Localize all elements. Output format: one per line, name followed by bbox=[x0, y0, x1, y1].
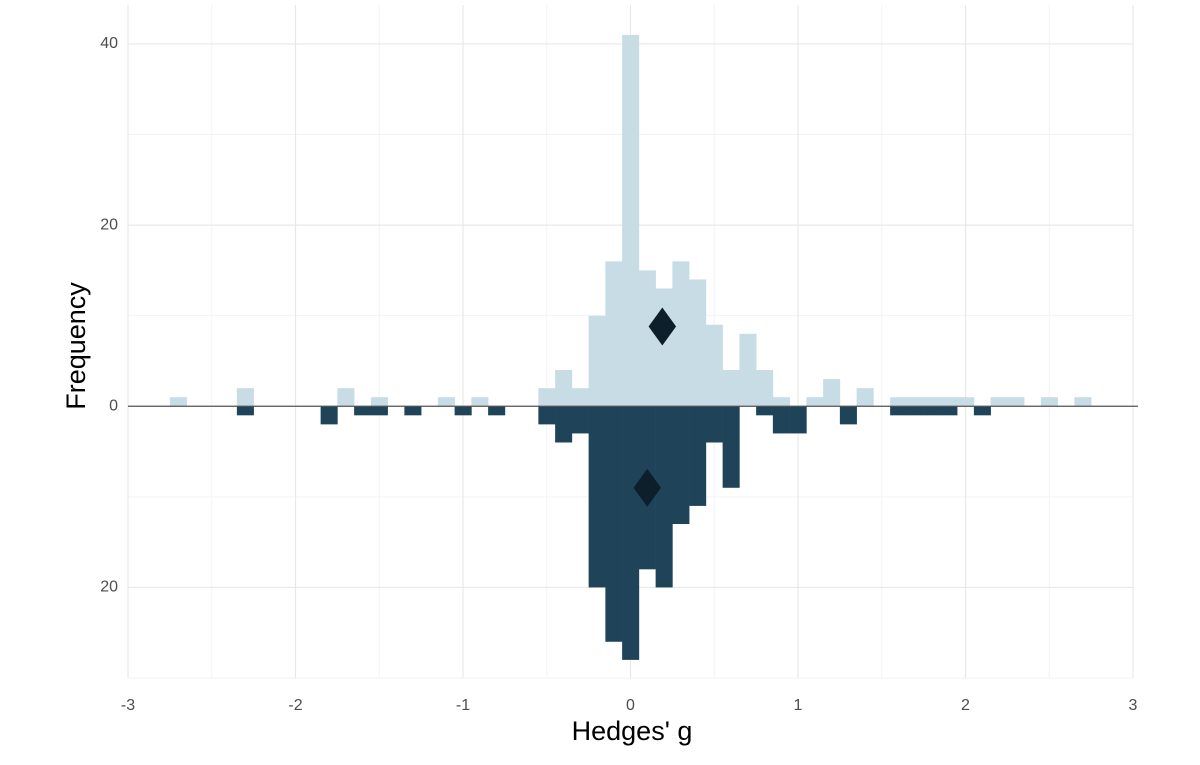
x-tick-label: 0 bbox=[626, 697, 635, 714]
bar bbox=[605, 406, 623, 642]
bar bbox=[538, 388, 556, 407]
bar bbox=[370, 406, 388, 416]
bar bbox=[689, 406, 707, 506]
bar bbox=[756, 370, 774, 407]
bar bbox=[638, 270, 656, 407]
bar bbox=[605, 261, 623, 407]
bar bbox=[672, 406, 690, 525]
bar bbox=[370, 397, 388, 407]
bar bbox=[555, 370, 573, 407]
x-tick-label: -3 bbox=[121, 697, 135, 714]
bar bbox=[655, 406, 673, 588]
bar bbox=[1040, 397, 1058, 407]
bar bbox=[404, 406, 422, 416]
bar bbox=[538, 406, 556, 425]
bar bbox=[437, 397, 455, 407]
bar bbox=[973, 406, 991, 416]
bar bbox=[488, 406, 506, 416]
y-tick-label: 0 bbox=[109, 397, 118, 414]
y-tick-label: 40 bbox=[100, 35, 118, 52]
bar bbox=[756, 406, 774, 416]
bar bbox=[655, 288, 673, 407]
bar bbox=[890, 406, 908, 416]
bar bbox=[588, 315, 606, 407]
bar bbox=[890, 397, 908, 407]
bar bbox=[722, 406, 740, 488]
bar bbox=[169, 397, 187, 407]
bar bbox=[672, 261, 690, 407]
bar bbox=[806, 397, 824, 407]
bar bbox=[471, 397, 489, 407]
bar bbox=[236, 388, 254, 407]
bar bbox=[1007, 397, 1025, 407]
bar bbox=[940, 406, 958, 416]
x-tick-label: 2 bbox=[961, 697, 970, 714]
bars bbox=[169, 34, 1092, 660]
y-axis-title: Frequency bbox=[61, 282, 91, 410]
y-tick-label: 20 bbox=[100, 216, 118, 233]
bar bbox=[957, 397, 975, 407]
bar bbox=[571, 406, 589, 434]
bar bbox=[772, 406, 790, 434]
bar bbox=[856, 388, 874, 407]
bar bbox=[555, 406, 573, 443]
bar bbox=[622, 406, 640, 660]
bar bbox=[588, 406, 606, 588]
bar bbox=[923, 397, 941, 407]
bar bbox=[940, 397, 958, 407]
bar bbox=[705, 406, 723, 443]
bar bbox=[722, 370, 740, 407]
x-axis-title: Hedges' g bbox=[572, 716, 693, 746]
x-tick-label: -2 bbox=[288, 697, 302, 714]
bar bbox=[772, 397, 790, 407]
y-tick-label: 20 bbox=[100, 579, 118, 596]
bar bbox=[320, 406, 338, 425]
bar bbox=[789, 406, 807, 434]
mean-diamond bbox=[648, 307, 677, 346]
bar bbox=[923, 406, 941, 416]
bar bbox=[454, 406, 472, 416]
bar bbox=[571, 388, 589, 407]
x-tick-label: 1 bbox=[794, 697, 803, 714]
bar bbox=[906, 397, 924, 407]
bar bbox=[236, 406, 254, 416]
mean-diamond bbox=[633, 468, 661, 507]
bar bbox=[823, 379, 841, 407]
bar bbox=[689, 279, 707, 407]
bar bbox=[705, 324, 723, 407]
bar bbox=[1074, 397, 1092, 407]
bar bbox=[906, 406, 924, 416]
bar bbox=[990, 397, 1008, 407]
x-tick-label: -1 bbox=[456, 697, 470, 714]
bar bbox=[622, 34, 640, 407]
bar bbox=[354, 406, 372, 416]
x-tick-label: 3 bbox=[1129, 697, 1138, 714]
bar bbox=[739, 333, 757, 407]
bar bbox=[839, 406, 857, 425]
bar bbox=[337, 388, 355, 407]
